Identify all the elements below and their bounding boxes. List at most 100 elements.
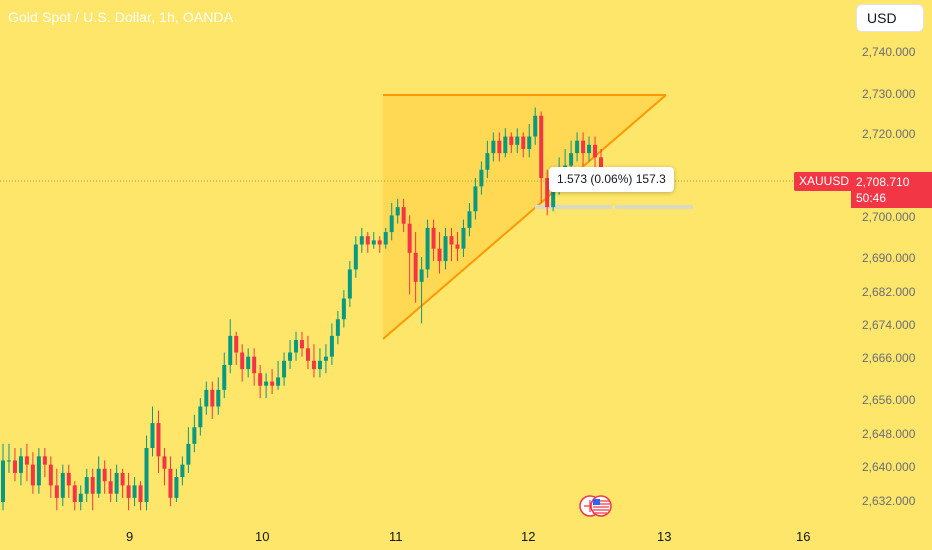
candle-up[interactable] xyxy=(192,427,197,444)
candle-up[interactable] xyxy=(60,472,65,498)
candle-up[interactable] xyxy=(443,236,448,262)
candle-up[interactable] xyxy=(575,140,580,154)
candle-down[interactable] xyxy=(30,464,35,486)
candle-up[interactable] xyxy=(323,356,328,361)
candle-down[interactable] xyxy=(138,485,143,502)
candle-up[interactable] xyxy=(419,269,424,282)
candle-up[interactable] xyxy=(551,186,556,208)
candle-up[interactable] xyxy=(204,389,209,407)
candle-down[interactable] xyxy=(377,240,382,245)
candle-up[interactable] xyxy=(371,240,376,245)
candle-down[interactable] xyxy=(48,464,53,486)
candle-down[interactable] xyxy=(545,178,550,208)
candle-down[interactable] xyxy=(539,115,544,179)
candle-down[interactable] xyxy=(258,373,263,386)
candle-up[interactable] xyxy=(587,144,592,154)
candle-down[interactable] xyxy=(305,348,310,361)
candle-down[interactable] xyxy=(455,244,460,249)
candle-up[interactable] xyxy=(222,364,227,390)
candle-down[interactable] xyxy=(365,236,370,245)
candle-down[interactable] xyxy=(210,389,215,407)
candle-up[interactable] xyxy=(485,153,490,170)
candle-up[interactable] xyxy=(1,460,5,502)
candle-down[interactable] xyxy=(126,485,131,498)
candle-down[interactable] xyxy=(102,468,107,482)
candle-down[interactable] xyxy=(449,236,454,245)
candle-down[interactable] xyxy=(252,356,257,374)
candle-down[interactable] xyxy=(401,207,406,224)
candle-up[interactable] xyxy=(533,115,538,137)
candle-up[interactable] xyxy=(84,477,89,494)
candle-up[interactable] xyxy=(276,377,281,386)
candle-down[interactable] xyxy=(66,472,71,486)
candle-down[interactable] xyxy=(234,335,239,353)
triangle-pattern-drawing[interactable] xyxy=(382,94,667,340)
candle-down[interactable] xyxy=(90,477,95,494)
candle-down[interactable] xyxy=(42,456,47,465)
candle-down[interactable] xyxy=(108,481,113,494)
candle-up[interactable] xyxy=(491,140,496,154)
candle-down[interactable] xyxy=(431,227,436,249)
candle-up[interactable] xyxy=(288,352,293,361)
price-scale[interactable]: 2,740.000 2,730.000 2,720.000 2,700.000 … xyxy=(862,45,916,508)
candle-up[interactable] xyxy=(353,244,358,270)
candle-up[interactable] xyxy=(132,485,137,498)
candle-up[interactable] xyxy=(228,335,233,365)
candle-up[interactable] xyxy=(395,207,400,216)
candle-up[interactable] xyxy=(78,493,83,502)
candle-down[interactable] xyxy=(72,485,77,502)
candle-up[interactable] xyxy=(150,423,155,449)
candle-up[interactable] xyxy=(246,356,251,370)
candle-up[interactable] xyxy=(503,136,508,154)
candle-up[interactable] xyxy=(36,456,41,486)
candle-up[interactable] xyxy=(347,269,352,299)
candle-up[interactable] xyxy=(174,477,179,498)
candle-up[interactable] xyxy=(383,232,388,245)
candle-up[interactable] xyxy=(264,381,269,386)
candle-up[interactable] xyxy=(96,468,101,494)
candle-down[interactable] xyxy=(120,472,125,486)
candle-up[interactable] xyxy=(180,464,185,478)
candle-up[interactable] xyxy=(473,186,478,212)
candle-up[interactable] xyxy=(317,360,322,370)
candle-up[interactable] xyxy=(198,406,203,428)
candle-up[interactable] xyxy=(114,472,119,494)
currency-button[interactable]: USD xyxy=(856,4,924,32)
candle-down[interactable] xyxy=(521,136,526,149)
candle-up[interactable] xyxy=(461,227,466,249)
candle-down[interactable] xyxy=(311,360,316,370)
candle-up[interactable] xyxy=(389,215,394,233)
candle-up[interactable] xyxy=(6,460,11,462)
candle-up[interactable] xyxy=(335,319,340,336)
candle-up[interactable] xyxy=(18,456,23,473)
candle-up[interactable] xyxy=(341,298,346,320)
candle-down[interactable] xyxy=(413,252,418,282)
candle-down[interactable] xyxy=(24,456,29,465)
candle-down[interactable] xyxy=(497,140,502,154)
candle-down[interactable] xyxy=(54,485,59,498)
us-flag-economic-events-icon[interactable] xyxy=(579,494,613,518)
candle-down[interactable] xyxy=(240,352,245,370)
candle-up[interactable] xyxy=(216,389,221,407)
candle-up[interactable] xyxy=(329,335,334,357)
candle-down[interactable] xyxy=(162,456,167,469)
time-axis[interactable]: 9 10 11 12 13 16 xyxy=(126,529,810,544)
candle-down[interactable] xyxy=(593,144,598,158)
candle-up[interactable] xyxy=(515,136,520,145)
candle-down[interactable] xyxy=(168,468,173,498)
candle-up[interactable] xyxy=(527,136,532,149)
candle-up[interactable] xyxy=(186,443,191,465)
candle-up[interactable] xyxy=(479,169,484,187)
candle-up[interactable] xyxy=(144,448,149,502)
candle-up[interactable] xyxy=(359,236,364,245)
candle-up[interactable] xyxy=(282,360,287,378)
candle-up[interactable] xyxy=(467,211,472,228)
candle-down[interactable] xyxy=(509,136,514,145)
candle-down[interactable] xyxy=(12,460,17,473)
candle-down[interactable] xyxy=(407,223,412,253)
triangle-lower-line[interactable] xyxy=(382,94,667,340)
candle-down[interactable] xyxy=(270,381,275,386)
candle-up[interactable] xyxy=(294,340,299,353)
candle-up[interactable] xyxy=(425,227,430,270)
